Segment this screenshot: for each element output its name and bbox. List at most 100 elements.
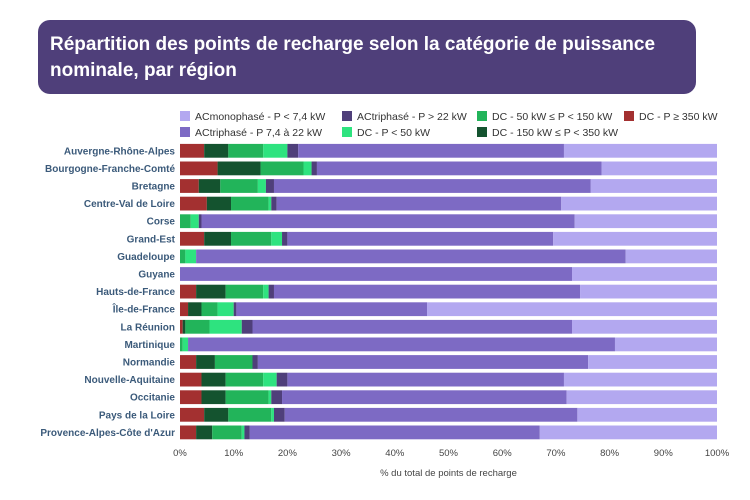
category-label: Hauts-de-France xyxy=(96,287,175,298)
bar-segment xyxy=(271,407,274,422)
bar-segment xyxy=(217,302,234,317)
category-label: Normandie xyxy=(123,358,176,369)
bar-segment xyxy=(311,161,317,176)
bar-segment xyxy=(209,319,242,334)
bar-segment xyxy=(198,214,202,229)
bar-segment xyxy=(252,319,573,334)
legend-label: DC - 50 kW ≤ P < 150 kW xyxy=(492,111,612,123)
legend-swatch xyxy=(342,111,352,121)
bar-segment xyxy=(214,355,253,369)
x-tick-label: 0% xyxy=(173,448,187,459)
bar-segment xyxy=(590,179,717,193)
legend-swatch xyxy=(624,111,634,121)
bar-segment xyxy=(180,231,205,246)
bar-segment xyxy=(196,425,213,440)
bar-segment xyxy=(180,407,205,422)
legend-swatch xyxy=(342,127,352,137)
bar-segment xyxy=(265,179,274,193)
category-label: Pays de la Loire xyxy=(99,410,176,421)
category-label: Grand-Est xyxy=(127,234,176,245)
bar-segment xyxy=(180,425,197,440)
category-label: La Réunion xyxy=(121,322,175,333)
bar-segment xyxy=(271,390,283,405)
bar-segment xyxy=(268,284,274,299)
x-tick-label: 20% xyxy=(278,448,298,459)
x-tick-label: 40% xyxy=(385,448,405,459)
x-tick-label: 70% xyxy=(546,448,566,459)
x-tick-label: 60% xyxy=(493,448,513,459)
bar-segment xyxy=(263,143,288,158)
bar-segment xyxy=(185,249,197,264)
bar-segment xyxy=(201,214,575,229)
category-label: Corse xyxy=(147,217,176,228)
bar-segment xyxy=(182,319,186,334)
category-label: Nouvelle-Aquitaine xyxy=(84,375,175,386)
bar-segment xyxy=(298,143,564,158)
category-label: Martinique xyxy=(124,340,175,351)
bar-segment xyxy=(225,390,269,405)
legend-label: DC - 150 kW ≤ P < 350 kW xyxy=(492,127,618,139)
bar-segment xyxy=(201,390,226,405)
bar-segment xyxy=(572,267,717,281)
category-label: Centre-Val de Loire xyxy=(84,199,176,210)
x-tick-label: 90% xyxy=(654,448,674,459)
bar-segment xyxy=(225,284,264,299)
bar-segment xyxy=(180,284,197,299)
bar-segment xyxy=(287,231,554,246)
bar-segment xyxy=(574,214,717,229)
bar-segment xyxy=(244,425,250,440)
bar-segment xyxy=(180,267,573,281)
bar-segment xyxy=(180,143,205,158)
bar-segment xyxy=(225,372,264,387)
bar-segment xyxy=(273,179,591,193)
bar-segment xyxy=(182,337,189,352)
bar-segment xyxy=(228,143,264,158)
category-label: Bourgogne-Franche-Comté xyxy=(45,164,175,175)
category-label: Occitanie xyxy=(130,393,175,404)
bar-segment xyxy=(257,355,589,369)
bar-segment xyxy=(190,214,199,229)
bar-segment xyxy=(282,231,288,246)
legend-label: DC - P ≥ 350 kW xyxy=(639,111,718,123)
bar-segment xyxy=(204,407,229,422)
bar-segment xyxy=(220,179,258,193)
bar-segment xyxy=(233,302,237,317)
bar-segment xyxy=(539,425,717,440)
category-label: Guyane xyxy=(138,270,175,281)
bar-segment xyxy=(561,196,717,211)
bar-segment xyxy=(260,161,304,176)
legend-label: ACtriphasé - P > 22 kW xyxy=(357,111,467,123)
bar-segment xyxy=(566,390,717,405)
bar-segment xyxy=(217,161,261,176)
bar-segment xyxy=(196,355,215,369)
bar-segment xyxy=(601,161,717,176)
bar-segment xyxy=(180,179,199,193)
bar-segment xyxy=(201,372,226,387)
bar-segment xyxy=(273,407,285,422)
title-banner: Répartition des points de recharge selon… xyxy=(38,20,696,94)
x-axis-title: % du total de points de recharge xyxy=(380,468,517,479)
category-label: Guadeloupe xyxy=(117,252,175,263)
x-tick-label: 30% xyxy=(332,448,352,459)
bar-segment xyxy=(282,390,567,405)
bar-segment xyxy=(263,372,277,387)
category-label: Bretagne xyxy=(132,182,176,193)
bar-segment xyxy=(180,161,218,176)
legend-label: ACmonophasé - P < 7,4 kW xyxy=(195,111,325,123)
legend-swatch xyxy=(477,127,487,137)
bar-segment xyxy=(180,249,186,264)
bar-segment xyxy=(271,196,277,211)
bar-segment xyxy=(204,143,229,158)
category-label: Île-de-France xyxy=(112,303,176,316)
bar-segment xyxy=(252,355,258,369)
bar-segment xyxy=(196,284,226,299)
bar-segment xyxy=(614,337,717,352)
legend-label: ACtriphasé - P 7,4 à 22 kW xyxy=(195,127,322,139)
bar-segment xyxy=(577,407,717,422)
bar-segment xyxy=(198,179,221,193)
bar-segment xyxy=(188,302,202,317)
x-tick-label: 10% xyxy=(224,448,244,459)
bar-segment xyxy=(303,161,312,176)
category-label: Provence-Alpes-Côte d'Azur xyxy=(40,428,175,439)
